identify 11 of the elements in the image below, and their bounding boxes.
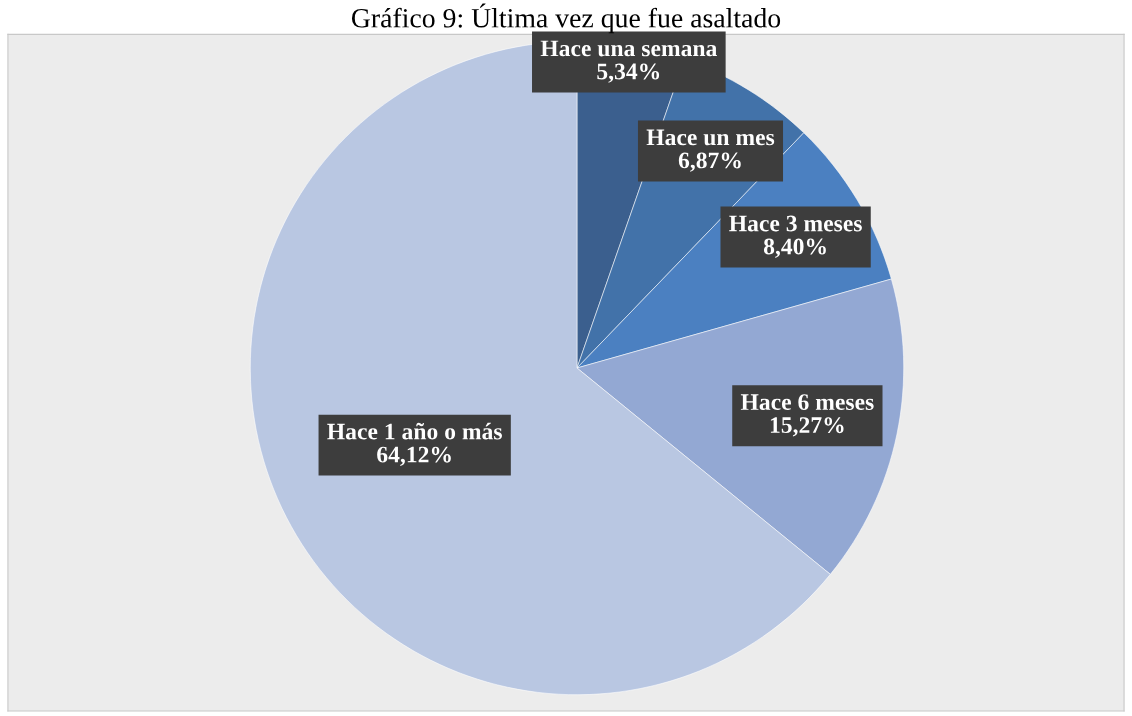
slice-label: Hace 3 meses — [729, 215, 862, 232]
slice-label: Hace un mes — [646, 129, 775, 146]
chart-title: Gráfico 9: Última vez que fue asaltado — [351, 3, 781, 34]
data-label: 64,12% — [377, 446, 451, 466]
data-label: 5,34% — [597, 63, 660, 83]
slice-label: Hace 6 meses — [740, 394, 874, 411]
data-label: 8,40% — [763, 238, 826, 258]
slice-label: Hace 1 año o más — [327, 422, 502, 440]
slice-label: Hace una semana — [540, 40, 718, 57]
data-label: 6,87% — [678, 152, 741, 172]
data-label: 15,27% — [770, 417, 844, 437]
